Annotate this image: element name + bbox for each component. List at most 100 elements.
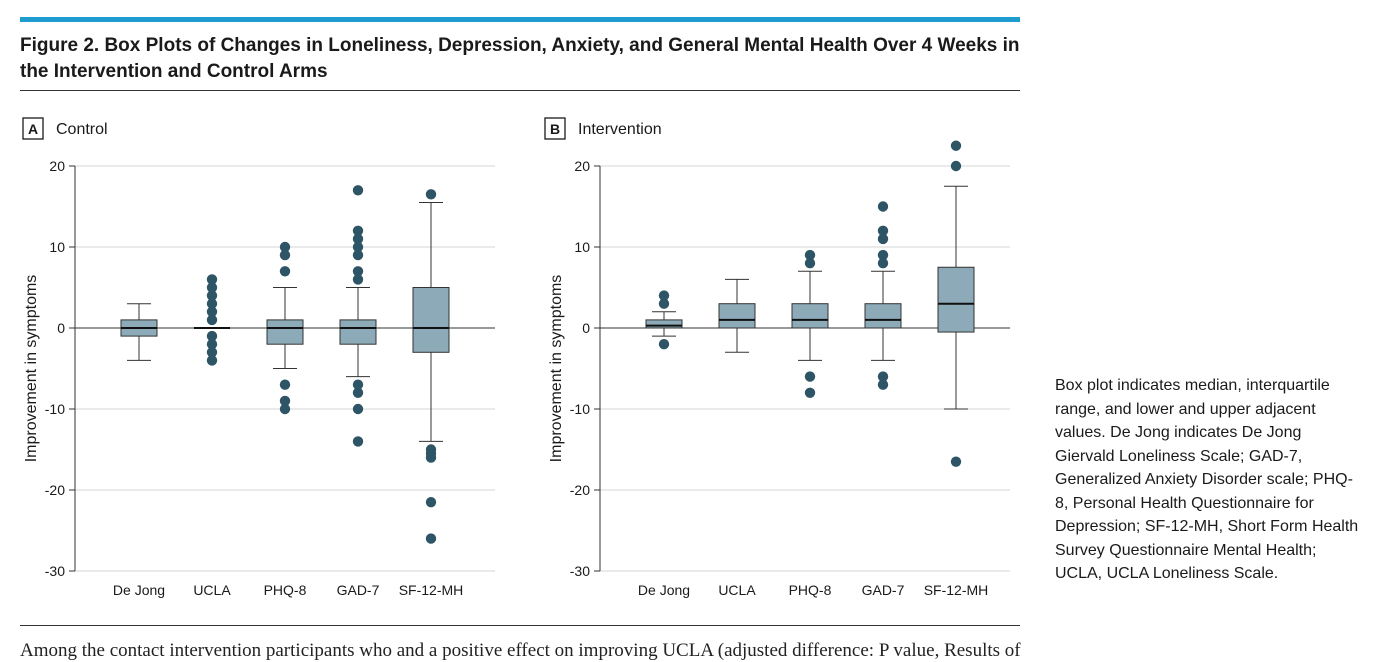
y-tick-label: -10	[45, 401, 65, 417]
outlier-point	[877, 233, 889, 245]
outlier-point	[804, 258, 816, 269]
y-tick-label: 20	[574, 158, 590, 174]
box-gad-7	[864, 201, 902, 390]
outlier-point	[206, 274, 218, 285]
outlier-point	[658, 339, 670, 350]
body-text-cutoff: Among the contact intervention participa…	[20, 640, 1021, 661]
outlier-point	[206, 355, 218, 366]
outlier-point	[658, 290, 670, 301]
y-axis-label: Improvement in symptoms	[23, 275, 40, 463]
outlier-point	[279, 379, 291, 390]
box-de-jong	[120, 303, 158, 361]
outlier-point	[352, 233, 364, 245]
panel-label: Intervention	[578, 121, 662, 138]
outlier-point	[425, 533, 437, 544]
outlier-point	[206, 298, 218, 309]
outlier-point	[206, 282, 218, 293]
panel-letter: B	[550, 121, 560, 137]
x-tick-label: De Jong	[638, 582, 690, 598]
outlier-point	[950, 140, 962, 151]
outlier-point	[804, 387, 816, 398]
y-tick-label: -10	[570, 401, 590, 417]
iqr-box	[864, 303, 902, 329]
x-tick-label: De Jong	[113, 582, 165, 598]
panel-label: Control	[56, 121, 108, 138]
outlier-point	[804, 371, 816, 382]
top-accent-rule	[20, 17, 1020, 22]
figure-caption: Box plot indicates median, interquartile…	[1055, 377, 1359, 582]
figure-title: Figure 2. Box Plots of Changes in Loneli…	[20, 35, 1020, 82]
outlier-point	[877, 249, 889, 261]
outlier-point	[352, 403, 364, 415]
x-tick-label: GAD-7	[337, 582, 380, 598]
outlier-point	[950, 160, 962, 172]
y-axis-label: Improvement in symptoms	[548, 275, 565, 463]
y-tick-label: 0	[57, 320, 65, 336]
outlier-point	[352, 241, 364, 253]
panel-letter-box	[22, 117, 44, 140]
y-tick-label: -30	[45, 563, 65, 579]
outlier-point	[352, 379, 364, 390]
outlier-point	[950, 456, 962, 467]
outlier-point	[279, 241, 291, 253]
outlier-point	[658, 298, 670, 309]
box-sf-12-mh	[412, 189, 450, 544]
outlier-point	[279, 266, 291, 277]
outlier-point	[877, 371, 889, 382]
y-tick-label: 0	[582, 320, 590, 336]
iqr-box	[791, 303, 829, 329]
box-ucla	[194, 274, 230, 366]
title-divider	[20, 90, 1020, 91]
x-tick-label: UCLA	[193, 582, 231, 598]
iqr-box	[339, 319, 377, 345]
outlier-point	[352, 185, 364, 196]
outlier-point	[206, 314, 218, 326]
box-de-jong	[645, 290, 683, 350]
x-tick-label: PHQ-8	[789, 582, 832, 598]
outlier-point	[352, 249, 364, 261]
outlier-point	[279, 403, 291, 415]
iqr-box	[412, 287, 450, 353]
box-sf-12-mh	[937, 140, 975, 467]
panel-letter: A	[28, 121, 38, 137]
box-phq-8	[791, 249, 829, 398]
bottom-divider	[20, 625, 1020, 626]
iqr-box	[718, 303, 756, 329]
box-ucla	[718, 278, 756, 353]
outlier-point	[877, 379, 889, 390]
outlier-point	[279, 395, 291, 407]
y-tick-label: 10	[49, 239, 65, 255]
y-tick-label: 20	[49, 158, 65, 174]
y-tick-label: -30	[570, 563, 590, 579]
iqr-box	[266, 319, 304, 345]
iqr-box	[645, 319, 683, 329]
outlier-point	[425, 189, 437, 200]
box-phq-8	[266, 241, 304, 415]
outlier-point	[279, 249, 291, 261]
outlier-point	[352, 225, 364, 236]
panel-a-control: A Control 20 10 0 -10 -20 -30 Improvement in sym…	[22, 117, 495, 598]
x-tick-label: SF-12-MH	[924, 582, 989, 598]
y-tick-label: -20	[570, 482, 590, 498]
x-tick-label: GAD-7	[862, 582, 905, 598]
box-gad-7	[339, 185, 377, 447]
outlier-point	[352, 266, 364, 277]
x-tick-label: PHQ-8	[264, 582, 307, 598]
outlier-point	[206, 306, 218, 317]
outlier-point	[425, 452, 437, 463]
outlier-point	[206, 290, 218, 301]
outlier-point	[352, 387, 364, 398]
outlier-point	[877, 258, 889, 269]
outlier-point	[425, 496, 437, 508]
outlier-point	[352, 274, 364, 285]
panel-letter-box	[544, 117, 566, 140]
iqr-box	[937, 266, 975, 333]
y-tick-label: 10	[574, 239, 590, 255]
outlier-point	[877, 201, 889, 212]
outlier-point	[206, 330, 218, 342]
panel-b-intervention: B Intervention 20 10 0 -10 -20 -30 Improvement i…	[544, 117, 1010, 598]
outlier-point	[804, 249, 816, 261]
outlier-point	[352, 436, 364, 447]
x-tick-label: SF-12-MH	[399, 582, 464, 598]
